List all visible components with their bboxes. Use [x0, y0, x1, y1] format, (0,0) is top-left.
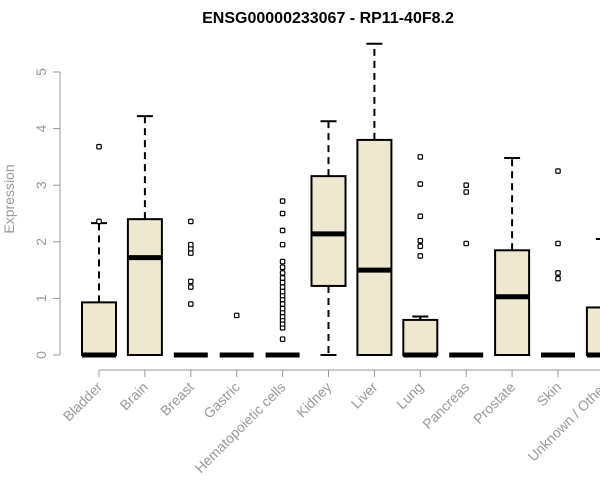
- x-tick-label: Brain: [117, 379, 151, 413]
- y-axis-label: Expression: [1, 164, 17, 233]
- outlier-point: [279, 288, 286, 295]
- x-tick-label: Skin: [534, 379, 565, 410]
- y-tick-label: 2: [33, 238, 49, 246]
- outlier-point: [417, 243, 424, 250]
- x-tick-label: Bladder: [60, 379, 106, 425]
- box-iqr: [402, 318, 439, 356]
- outlier-point: [188, 301, 194, 307]
- outlier-point: [279, 264, 286, 271]
- outlier-point: [188, 241, 194, 248]
- outlier-point: [279, 258, 286, 265]
- y-tick-label: 4: [33, 124, 49, 132]
- outlier-point: [279, 275, 286, 281]
- outlier-point: [279, 284, 286, 290]
- x-tick-label: Liver: [348, 379, 381, 412]
- x-tick-label: Pancreas: [419, 379, 472, 432]
- outlier-point: [417, 154, 424, 160]
- outlier-point: [188, 278, 194, 285]
- box-iqr: [494, 249, 531, 356]
- box-group: [173, 218, 208, 358]
- outlier-point: [279, 336, 286, 342]
- y-tick-label: 5: [33, 68, 49, 76]
- x-tick-label: Hematopoietic cells: [192, 379, 289, 476]
- outlier-point: [188, 250, 194, 256]
- box-iqr: [356, 138, 393, 356]
- outlier-point: [279, 241, 286, 248]
- outlier-point: [555, 270, 561, 276]
- x-tick-label: Breast: [157, 379, 197, 419]
- box-group: [585, 237, 600, 358]
- x-tick-label: Gastric: [200, 379, 243, 422]
- outlier-point: [463, 240, 470, 247]
- outlier-point: [555, 168, 561, 174]
- outlier-point: [188, 284, 194, 290]
- box-iqr: [585, 306, 600, 356]
- x-tick-label: Kidney: [293, 379, 335, 421]
- box-group: [356, 42, 393, 356]
- outlier-point: [188, 218, 194, 225]
- x-tick-label: Prostate: [470, 379, 518, 427]
- outlier-point: [279, 301, 286, 307]
- outlier-point: [279, 227, 286, 234]
- plot-area: [81, 42, 600, 358]
- chart-title: ENSG00000233067 - RP11-40F8.2: [202, 10, 454, 27]
- outlier-point: [96, 143, 102, 150]
- box-group: [541, 168, 575, 358]
- y-tick-label: 1: [33, 294, 49, 302]
- y-tick-label: 3: [33, 181, 49, 189]
- box-iqr: [81, 301, 117, 356]
- outlier-point: [417, 181, 424, 187]
- box-group: [219, 312, 254, 358]
- box-group: [494, 157, 531, 356]
- outlier-point: [233, 312, 240, 319]
- x-tick-label: Lung: [393, 379, 426, 412]
- outlier-point: [279, 270, 286, 276]
- outlier-point: [463, 182, 470, 189]
- box-group: [126, 115, 163, 356]
- outlier-point: [279, 305, 286, 312]
- outlier-point: [417, 237, 424, 244]
- outlier-point: [279, 198, 286, 204]
- outlier-point: [555, 240, 561, 247]
- outlier-point: [96, 218, 102, 225]
- y-axis: 0 1 2 3 4 5: [33, 68, 61, 359]
- box-group: [81, 143, 117, 358]
- box-group: [265, 198, 300, 358]
- box-iqr: [126, 218, 163, 356]
- box-group: [402, 154, 439, 358]
- outlier-point: [417, 253, 424, 259]
- box-iqr: [310, 175, 347, 287]
- outlier-point: [463, 189, 470, 195]
- y-tick-label: 0: [33, 351, 49, 359]
- outlier-point: [417, 213, 424, 220]
- box-group: [310, 120, 347, 356]
- outlier-point: [279, 279, 286, 286]
- outlier-point: [279, 210, 286, 217]
- box-group: [449, 182, 484, 358]
- outlier-point: [555, 275, 561, 282]
